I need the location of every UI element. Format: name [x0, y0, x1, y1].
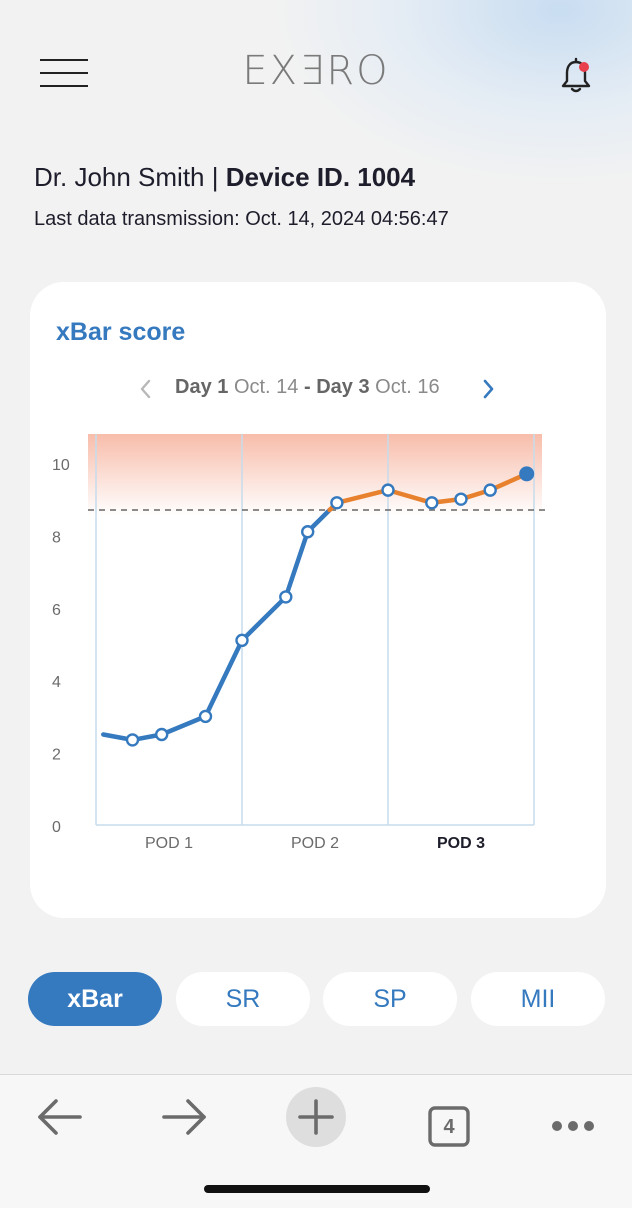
tab-sp[interactable]: SP — [323, 972, 457, 1026]
data-point — [381, 483, 395, 497]
hamburger-menu-icon[interactable] — [36, 56, 92, 92]
series-segment — [159, 714, 208, 737]
app-logo: EXƎRO — [242, 48, 390, 94]
y-tick-label: 8 — [52, 529, 61, 546]
series-segment — [283, 529, 310, 600]
chevron-left-icon[interactable] — [132, 374, 160, 404]
card-title: xBar score — [56, 318, 186, 346]
data-point — [425, 496, 439, 510]
series-segment — [203, 638, 245, 719]
y-tick-label: 2 — [52, 747, 61, 764]
data-point-latest — [519, 466, 535, 482]
x-tick-label: POD 1 — [145, 835, 193, 852]
browser-toolbar: 4 — [0, 1074, 632, 1208]
date-range-text: Day 1 Oct. 14 - Day 3 Oct. 16 — [175, 376, 440, 399]
y-tick-label: 6 — [52, 602, 61, 619]
tab-xbar[interactable]: xBar — [28, 972, 162, 1026]
device-id: Device ID. 1004 — [225, 162, 416, 192]
x-tick-label: POD 2 — [291, 835, 339, 852]
danger-zone — [88, 434, 542, 517]
data-point — [330, 496, 344, 510]
range-end-date: Oct. 16 — [375, 376, 440, 398]
range-dash: - — [303, 376, 311, 398]
metric-tabs: xBar SR SP MII — [28, 972, 608, 1026]
more-dots-icon[interactable] — [543, 1087, 603, 1147]
tab-mii[interactable]: MII — [471, 972, 605, 1026]
chevron-right-icon[interactable] — [474, 374, 502, 404]
doctor-device-line: Dr. John Smith | Device ID. 1004 — [34, 162, 415, 193]
bell-icon[interactable] — [556, 56, 596, 96]
app-header: EXƎRO — [0, 0, 632, 150]
series-segment — [385, 487, 435, 506]
range-start-day: Day 1 — [175, 376, 229, 398]
data-point — [483, 483, 497, 497]
data-point — [454, 492, 468, 506]
notification-dot — [579, 62, 589, 72]
range-end-day: Day 3 — [316, 376, 370, 398]
x-tick-label: POD 3 — [437, 835, 485, 852]
data-point — [125, 733, 140, 747]
last-transmission: Last data transmission: Oct. 14, 2024 04… — [34, 208, 449, 230]
xbar-line-chart: 0 2 4 6 8 10 POD 1 POD 2 POD 3 — [52, 434, 546, 852]
xbar-score-card: xBar score Day 1 Oct. 14 - Day 3 Oct. 16… — [30, 282, 606, 918]
range-start-date: Oct. 14 — [233, 376, 299, 398]
tab-count: 4 — [443, 1116, 455, 1138]
series-segment — [334, 487, 391, 506]
plus-icon[interactable] — [286, 1087, 346, 1147]
tab-sr[interactable]: SR — [176, 972, 310, 1026]
data-point — [198, 709, 213, 724]
tabs-icon: 4 — [428, 1106, 470, 1147]
tab-count-button[interactable]: 4 — [418, 1087, 478, 1147]
arrow-right-icon[interactable] — [154, 1087, 214, 1147]
doctor-name: Dr. John Smith — [34, 162, 205, 192]
separator: | — [211, 162, 219, 192]
data-point — [301, 525, 315, 539]
arrow-left-icon[interactable] — [30, 1087, 90, 1147]
data-point — [279, 590, 293, 604]
y-tick-label: 10 — [52, 457, 70, 474]
series-segment — [239, 594, 289, 643]
date-range-selector: Day 1 Oct. 14 - Day 3 Oct. 16 — [30, 374, 606, 404]
y-tick-label: 4 — [52, 674, 61, 691]
home-indicator — [204, 1185, 430, 1193]
data-point — [154, 727, 169, 742]
data-point — [235, 633, 249, 648]
y-tick-label: 0 — [52, 819, 61, 836]
